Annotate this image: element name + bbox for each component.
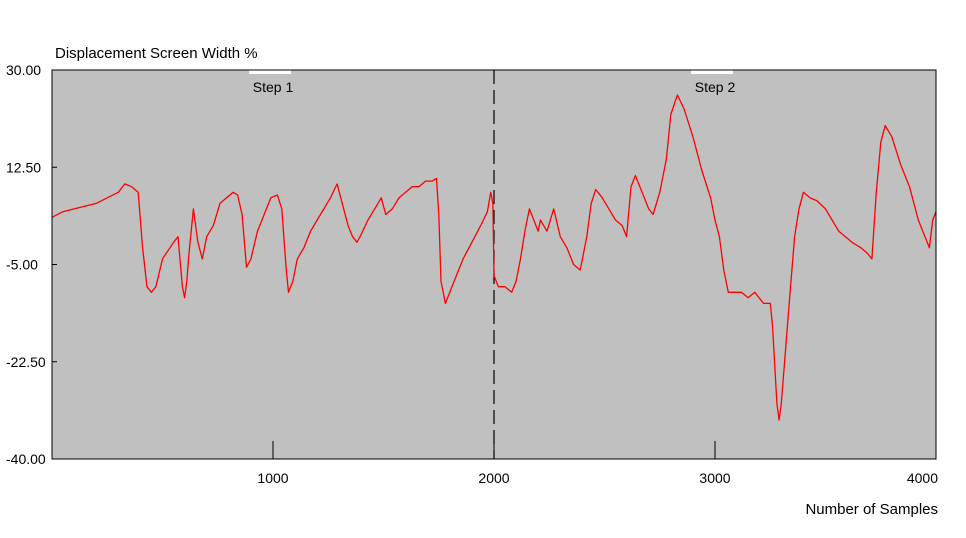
y-axis-title: Displacement Screen Width % [55,45,258,62]
step-label: Step 2 [695,79,736,95]
y-tick-label: -5.00 [6,257,38,273]
y-ticks: 30.00 12.50 -5.00 -22.50 -40.00 [6,62,57,467]
y-tick-label: -40.00 [6,451,46,467]
x-tick-label: 2000 [478,470,509,486]
y-tick-label: 30.00 [6,62,41,78]
y-tick-label: -22.50 [6,354,46,370]
step-label: Step 1 [253,79,294,95]
x-axis-title: Number of Samples [805,501,938,518]
step-label-tab [249,70,291,74]
step-annotations: Step 1 Step 2 [249,70,735,95]
series-line [51,94,937,421]
step-label-tab [691,70,733,74]
y-tick-label: 12.50 [6,159,41,175]
x-tick-label: 4000 [907,470,938,486]
x-tick-label: 3000 [699,470,730,486]
x-tick-label: 1000 [257,470,288,486]
plot-border [51,69,937,460]
